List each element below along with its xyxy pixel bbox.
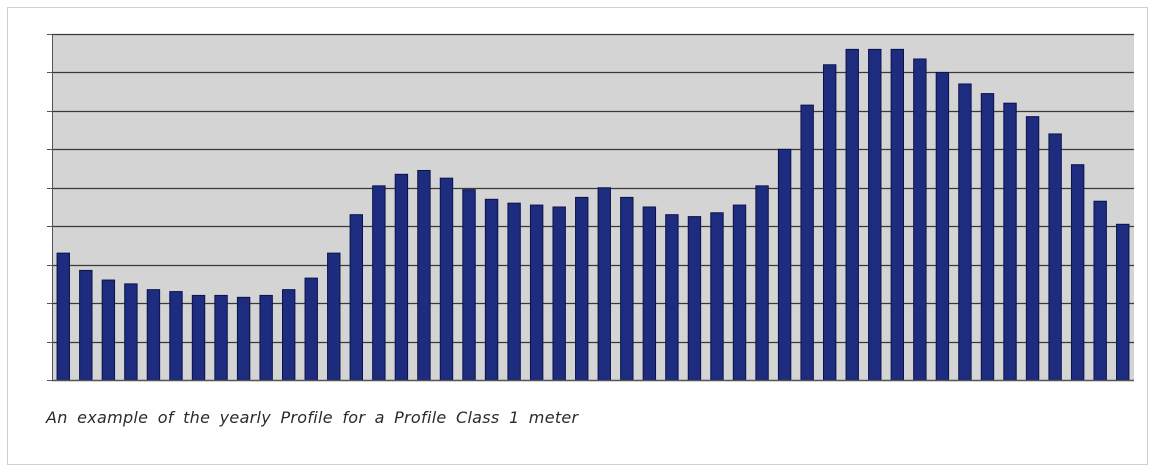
bar-41 (958, 83, 972, 381)
bar-38 (890, 48, 905, 381)
bar-30 (710, 212, 724, 381)
bar-20 (484, 198, 499, 381)
plot-area (52, 34, 1134, 380)
bar-21 (507, 202, 521, 381)
bar-48 (1116, 223, 1130, 381)
chart-caption: An example of the yearly Profile for a P… (46, 408, 579, 427)
bar-47 (1093, 200, 1107, 381)
bar-19 (462, 189, 476, 381)
bar-17 (417, 169, 431, 381)
bar-24 (575, 196, 589, 381)
bar-26 (620, 196, 634, 381)
bar-13 (327, 252, 341, 381)
bar-23 (552, 206, 566, 381)
bar-39 (913, 58, 927, 381)
bar-16 (394, 173, 409, 381)
bar-3 (101, 279, 116, 381)
bar-29 (687, 216, 702, 381)
bar-46 (1070, 164, 1085, 381)
bar-12 (304, 277, 318, 381)
bar-43 (1003, 102, 1017, 381)
bar-1 (56, 252, 70, 381)
bar-35 (822, 64, 837, 381)
bar-6 (169, 291, 183, 381)
bar-33 (777, 148, 792, 381)
bar-34 (800, 104, 814, 381)
bar-9 (236, 296, 251, 381)
bar-32 (755, 185, 769, 381)
bar-25 (597, 187, 611, 381)
bar-28 (665, 214, 679, 381)
bar-15 (372, 185, 386, 381)
bar-18 (439, 177, 454, 381)
bar-45 (1048, 133, 1062, 381)
bar-27 (642, 206, 657, 381)
bar-31 (732, 204, 747, 381)
bar-8 (214, 294, 228, 381)
bar-5 (146, 289, 161, 381)
bar-14 (349, 214, 364, 381)
bar-44 (1025, 116, 1040, 381)
bar-40 (935, 71, 950, 381)
bar-7 (191, 294, 206, 381)
axes (47, 34, 1134, 382)
bar-11 (281, 289, 296, 381)
bar-36 (845, 48, 859, 381)
bar-37 (868, 48, 882, 381)
bar-22 (529, 204, 544, 381)
bar-10 (259, 294, 273, 381)
bar-2 (79, 269, 93, 381)
gridlines (52, 33, 1134, 344)
bars (56, 48, 1130, 381)
bar-42 (980, 93, 995, 381)
bar-4 (124, 283, 138, 381)
